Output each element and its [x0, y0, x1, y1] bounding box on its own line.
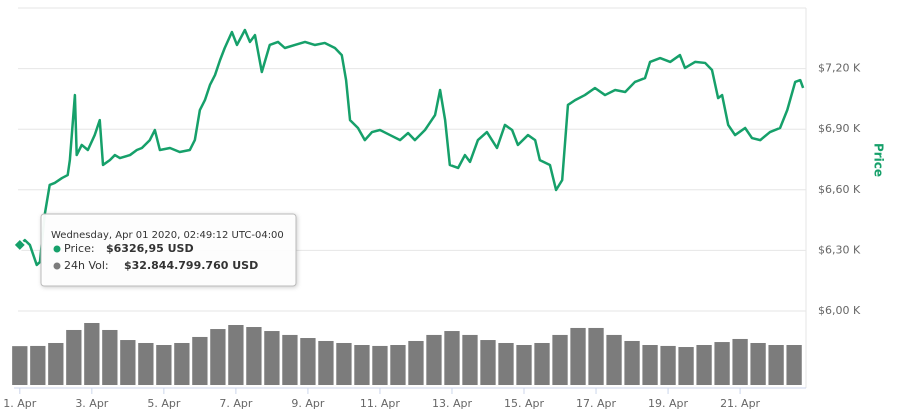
- volume-bar: [462, 334, 478, 385]
- volume-bar: [102, 329, 118, 385]
- volume-bar: [516, 345, 532, 385]
- tooltip-date: Wednesday, Apr 01 2020, 02:49:12 UTC-04:…: [51, 230, 284, 241]
- tooltip: Wednesday, Apr 01 2020, 02:49:12 UTC-04:…: [40, 213, 297, 287]
- volume-bar: [264, 331, 280, 385]
- volume-bar: [300, 338, 316, 385]
- volume-bar: [390, 345, 406, 385]
- volume-bar: [354, 345, 370, 385]
- y-tick-label: $6,60 K: [818, 183, 861, 196]
- volume-bar: [642, 345, 658, 385]
- volume-bar: [570, 327, 586, 385]
- volume-bar: [138, 342, 154, 385]
- tooltip-label: 24h Vol:: [64, 259, 109, 272]
- y-tick-label: $6,30 K: [818, 243, 861, 256]
- volume-bar: [282, 334, 298, 385]
- volume-bar: [408, 340, 424, 385]
- volume-bar: [336, 342, 352, 385]
- volume-bar: [750, 342, 766, 385]
- volume-bar: [768, 345, 784, 385]
- volume-bar: [534, 342, 550, 385]
- x-tick-label: 19. Apr: [648, 397, 688, 410]
- tooltip-dot: [53, 262, 61, 270]
- y-tick-label: $6,00 K: [818, 304, 861, 317]
- volume-bar: [210, 329, 226, 385]
- volume-bar: [678, 347, 694, 385]
- plot: $6,00 K $6,30 K $6,60 K $6,90 K $7,20 K 1. Ap…: [3, 28, 861, 410]
- volume-bar: [246, 327, 262, 385]
- volume-bar: [588, 327, 604, 385]
- x-tick-label: 7. Apr: [219, 397, 252, 410]
- volume-bar: [660, 345, 676, 385]
- volume-bar: [66, 329, 82, 385]
- volume-bar: [228, 325, 244, 385]
- tooltip-label: Price:: [64, 242, 95, 255]
- tooltip-value: $6326,95 USD: [106, 242, 194, 255]
- x-tick-label: 13. Apr: [432, 397, 472, 410]
- volume-bar: [156, 345, 172, 385]
- volume-bar: [606, 334, 622, 385]
- hover-marker: [12, 237, 27, 253]
- tooltip-dot: [53, 245, 61, 253]
- volume-bar: [372, 345, 388, 385]
- x-tick-label: 9. Apr: [291, 397, 324, 410]
- volume-bar: [552, 334, 568, 385]
- volume-bar: [174, 342, 190, 385]
- x-tick-label: 3. Apr: [75, 397, 108, 410]
- volume-bar: [444, 331, 460, 385]
- volume-bar: [480, 340, 496, 385]
- volume-bar: [30, 345, 46, 385]
- volume-bar: [84, 322, 100, 385]
- volume-bar: [12, 346, 28, 385]
- y-tick-label: $7,20 K: [818, 62, 861, 75]
- x-tick-label: 5. Apr: [147, 397, 180, 410]
- tooltip-value: $32.844.799.760 USD: [124, 259, 258, 272]
- y-tick-label: $6,90 K: [818, 122, 861, 135]
- volume-bar: [318, 340, 334, 385]
- volume-bar: [714, 342, 730, 385]
- volume-bar: [732, 338, 748, 385]
- volume-bar: [192, 336, 208, 385]
- x-tick-label: 11. Apr: [360, 397, 400, 410]
- volume-bar: [48, 342, 64, 385]
- x-tick-label: 21. Apr: [720, 397, 760, 410]
- tooltip-box: [40, 213, 297, 287]
- volume-bar: [696, 345, 712, 385]
- volume-bar: [120, 340, 136, 385]
- volume-bar: [624, 340, 640, 385]
- price-line: [18, 28, 805, 267]
- y-axis-title: Price: [872, 143, 886, 177]
- x-tick-label: 17. Apr: [576, 397, 616, 410]
- volume-bar: [426, 334, 442, 385]
- volume-bar: [786, 345, 802, 385]
- x-tick-label: 1. Apr: [3, 397, 36, 410]
- volume-bar: [498, 342, 514, 385]
- x-tick-label: 15. Apr: [504, 397, 544, 410]
